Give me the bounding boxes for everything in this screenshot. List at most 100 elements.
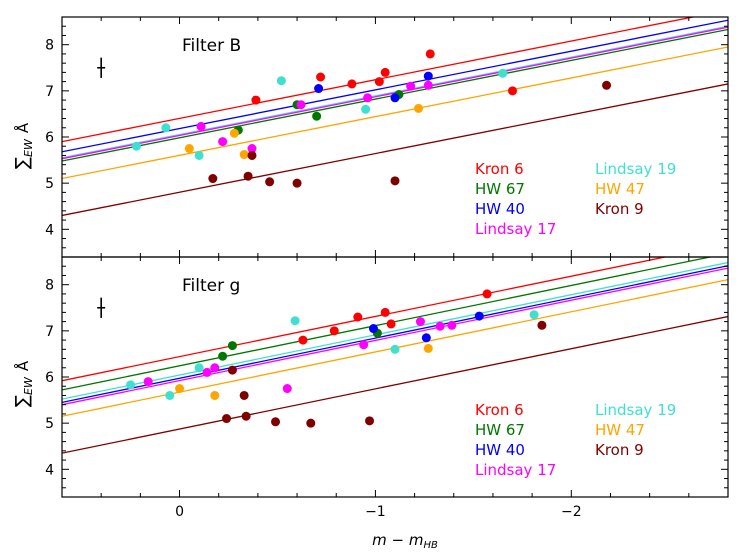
y-tick-label: 8 bbox=[45, 38, 54, 54]
point-kron-9 bbox=[208, 174, 218, 184]
fit-line-hw-40 bbox=[62, 19, 728, 153]
point-kron-6 bbox=[298, 335, 308, 345]
legend-hw-40: HW 40 bbox=[475, 441, 525, 459]
x-tick-label: −1 bbox=[365, 504, 386, 520]
point-hw-67 bbox=[218, 351, 228, 361]
fit-line-hw-47 bbox=[62, 46, 728, 180]
panel-filter-b: 4 5 6 7 8 Filter B Kron 6 HW 67 HW 40 Lindsay 17 L… bbox=[45, 16, 729, 258]
point-kron-6 bbox=[347, 79, 357, 89]
point-kron-9 bbox=[227, 365, 237, 375]
point-lindsay-19 bbox=[165, 390, 175, 400]
point-kron-9 bbox=[271, 417, 281, 427]
point-hw-40 bbox=[474, 311, 484, 321]
point-lindsay-19 bbox=[131, 141, 141, 151]
legend-kron-6: Kron 6 bbox=[475, 160, 524, 178]
point-hw-47 bbox=[210, 390, 220, 400]
point-kron-9 bbox=[241, 411, 251, 421]
point-lindsay-19 bbox=[290, 316, 300, 326]
y-tick-label: 5 bbox=[45, 176, 54, 192]
legend-hw-47: HW 47 bbox=[595, 180, 645, 198]
point-lindsay-19 bbox=[194, 363, 204, 373]
data-points bbox=[131, 49, 612, 188]
fit-line-lindsay-17 bbox=[62, 267, 728, 406]
point-kron-6 bbox=[353, 312, 363, 322]
point-lindsay-17 bbox=[196, 121, 206, 131]
point-kron-6 bbox=[386, 319, 396, 329]
point-lindsay-19 bbox=[529, 310, 539, 320]
point-kron-9 bbox=[537, 320, 547, 330]
legend-hw-47: HW 47 bbox=[595, 421, 645, 439]
fit-line-kron-9 bbox=[62, 83, 728, 217]
fit-line-lindsay-19 bbox=[62, 261, 728, 400]
point-kron-9 bbox=[306, 418, 316, 428]
fit-line-kron-6 bbox=[62, 17, 697, 143]
y-tick-label: 4 bbox=[45, 462, 54, 478]
point-lindsay-19 bbox=[390, 344, 400, 354]
point-lindsay-17 bbox=[359, 340, 369, 350]
point-hw-47 bbox=[423, 343, 433, 353]
point-hw-40 bbox=[314, 84, 324, 94]
point-kron-6 bbox=[316, 72, 326, 82]
y-tick-label: 6 bbox=[45, 370, 54, 386]
legend-lindsay-19: Lindsay 19 bbox=[595, 160, 676, 178]
point-kron-6 bbox=[251, 95, 261, 105]
point-lindsay-17 bbox=[406, 81, 416, 91]
y-tick-label: 8 bbox=[45, 278, 54, 294]
error-bar bbox=[97, 57, 106, 78]
legend-kron-9: Kron 9 bbox=[595, 200, 644, 218]
panel-filter-g: 0 −1 −2 4 5 6 7 8 Filter g Kron 6 HW 67 HW 40 Lindsa… bbox=[45, 256, 729, 520]
point-kron-9 bbox=[602, 80, 612, 90]
point-kron-6 bbox=[380, 307, 390, 317]
y-tick-label: 6 bbox=[45, 130, 54, 146]
point-kron-9 bbox=[292, 178, 302, 188]
legend-hw-67: HW 67 bbox=[475, 180, 525, 198]
y-tick-label: 4 bbox=[45, 222, 54, 238]
error-bar bbox=[97, 297, 106, 318]
y-axis-label-top: ∑EWÅ bbox=[12, 122, 35, 169]
legend-kron-6: Kron 6 bbox=[475, 401, 524, 419]
point-hw-47 bbox=[175, 384, 185, 394]
point-lindsay-17 bbox=[435, 321, 445, 331]
legend-kron-9: Kron 9 bbox=[595, 441, 644, 459]
point-lindsay-17 bbox=[247, 144, 257, 154]
point-hw-47 bbox=[414, 103, 424, 113]
point-lindsay-17 bbox=[296, 100, 306, 110]
point-lindsay-19 bbox=[498, 68, 508, 78]
point-kron-6 bbox=[329, 326, 339, 336]
point-lindsay-19 bbox=[161, 123, 171, 133]
point-hw-47 bbox=[239, 150, 249, 160]
legend-hw-40: HW 40 bbox=[475, 200, 525, 218]
x-tick-label: −2 bbox=[561, 504, 582, 520]
point-kron-6 bbox=[508, 86, 518, 96]
y-axis-label-bottom: ∑EWÅ bbox=[12, 360, 35, 407]
point-hw-40 bbox=[421, 333, 431, 343]
point-lindsay-17 bbox=[363, 93, 373, 103]
point-hw-40 bbox=[390, 93, 400, 103]
point-lindsay-19 bbox=[126, 380, 136, 390]
point-kron-6 bbox=[374, 77, 384, 87]
point-lindsay-17 bbox=[202, 367, 212, 377]
y-tick-label: 7 bbox=[45, 324, 54, 340]
plot-frame bbox=[61, 256, 729, 498]
point-kron-9 bbox=[265, 177, 275, 187]
point-kron-6 bbox=[380, 67, 390, 77]
point-lindsay-17 bbox=[282, 384, 292, 394]
legend-lindsay-19: Lindsay 19 bbox=[595, 401, 676, 419]
point-hw-47 bbox=[184, 144, 194, 154]
point-hw-47 bbox=[229, 128, 239, 138]
point-kron-9 bbox=[243, 171, 253, 181]
point-hw-67 bbox=[227, 341, 237, 351]
legend-hw-67: HW 67 bbox=[475, 421, 525, 439]
point-hw-40 bbox=[423, 71, 433, 81]
point-lindsay-19 bbox=[194, 150, 204, 160]
fit-line-hw-40 bbox=[62, 265, 728, 404]
fit-line-hw-67 bbox=[62, 257, 714, 391]
x-tick-label: 0 bbox=[175, 504, 184, 520]
point-lindsay-17 bbox=[218, 137, 228, 147]
point-lindsay-17 bbox=[423, 80, 433, 90]
x-axis-label: m − mHB bbox=[372, 531, 438, 551]
point-lindsay-17 bbox=[210, 363, 220, 373]
point-lindsay-17 bbox=[415, 317, 425, 327]
